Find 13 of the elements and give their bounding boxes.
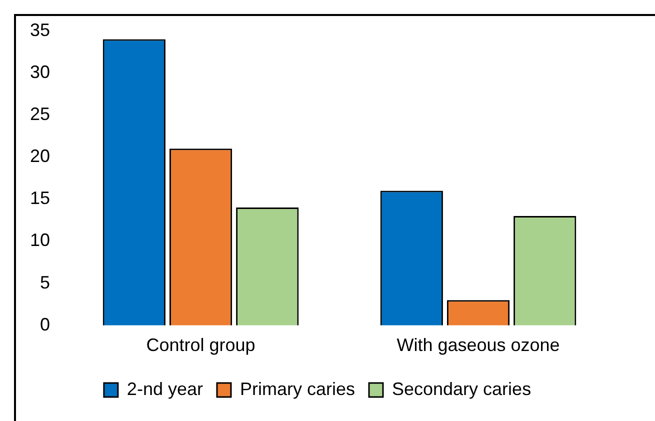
y-tick-label: 30: [30, 62, 50, 82]
y-tick-label: 5: [40, 272, 50, 292]
y-tick-label: 25: [30, 104, 50, 124]
y-tick-label: 0: [40, 314, 50, 334]
x-tick-label: With gaseous ozone: [396, 335, 560, 356]
y-tick-label: 15: [30, 188, 50, 208]
legend-label: Secondary caries: [392, 378, 532, 399]
y-tick-label: 35: [30, 20, 50, 40]
legend-label: 2-nd year: [126, 378, 203, 399]
y-tick-label: 20: [30, 146, 50, 166]
y-tick-label: 10: [30, 230, 50, 250]
x-tick-label: Control group: [146, 335, 256, 356]
legend-label: Primary caries: [240, 378, 355, 399]
